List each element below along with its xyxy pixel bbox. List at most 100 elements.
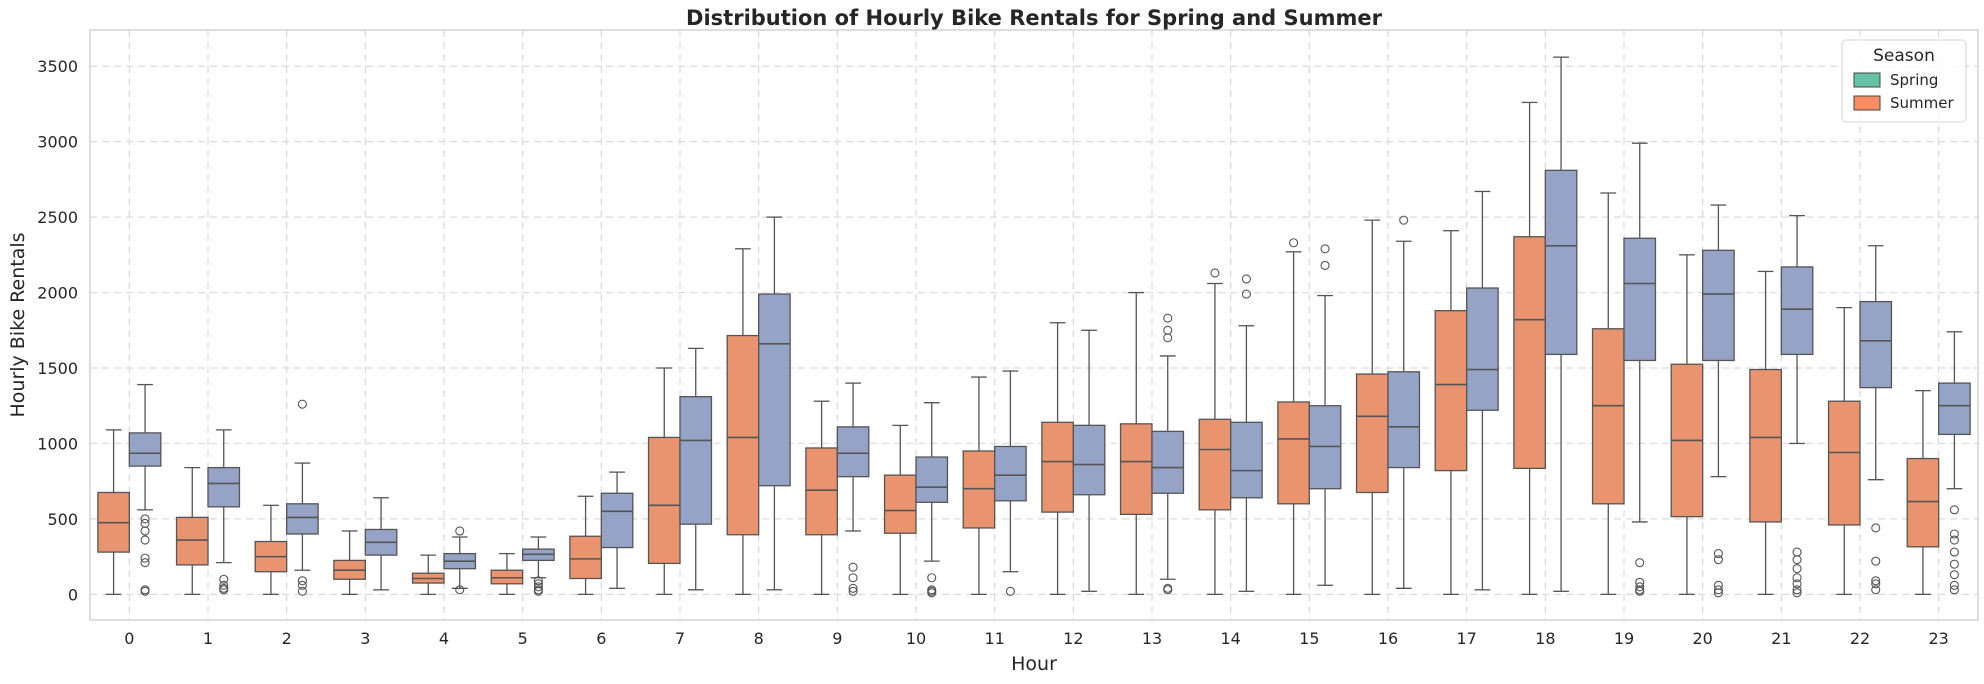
x-axis-label: Hour [1011, 653, 1057, 675]
box-a-hour-19 [1591, 192, 1625, 595]
box-a-hour-16 [1355, 219, 1389, 595]
outlier-point [1163, 313, 1173, 323]
x-tick-label: 8 [754, 629, 764, 648]
outlier-point [1949, 585, 1959, 595]
box-a-hour-1 [175, 466, 209, 595]
box-b-hour-19 [1623, 142, 1657, 596]
box-b-hour-17 [1466, 190, 1499, 591]
x-tick-label: 10 [906, 629, 926, 648]
box-a-hour-23 [1906, 389, 1940, 595]
iqr-box [647, 436, 681, 565]
outlier-point [533, 582, 543, 592]
y-tick-label: 2500 [37, 208, 78, 227]
x-tick-label: 19 [1614, 629, 1634, 648]
outlier-point [219, 580, 229, 590]
outlier-point [848, 586, 858, 596]
box-b-hour-18 [1544, 56, 1578, 592]
iqr-box [994, 445, 1027, 502]
box-b-hour-7 [679, 347, 713, 591]
outlier-point [455, 585, 465, 595]
outlier-point [533, 586, 543, 596]
box-a-hour-11 [962, 376, 996, 595]
box-b-hour-11 [994, 370, 1027, 596]
x-tick-label: 14 [1220, 629, 1240, 648]
iqr-box [805, 447, 838, 536]
x-tick-label: 9 [832, 629, 842, 648]
box-a-hour-21 [1749, 270, 1782, 595]
box-a-hour-8 [726, 248, 760, 595]
box-b-hour-14 [1230, 274, 1263, 592]
iqr-box [1434, 310, 1468, 472]
box-b-hour-3 [364, 497, 398, 591]
x-tick-label: 7 [675, 629, 685, 648]
outlier-point [1792, 585, 1802, 595]
box-a-hour-10 [883, 424, 917, 595]
x-tick-label: 16 [1378, 629, 1398, 648]
box-b-hour-21 [1780, 214, 1814, 598]
outlier-point [1635, 586, 1645, 596]
iqr-box [758, 293, 791, 487]
legend-label-spring: Spring [1890, 71, 1938, 89]
outlier-point [1210, 268, 1220, 278]
outlier-point [1713, 588, 1723, 598]
x-tick-label: 0 [124, 629, 134, 648]
iqr-box [915, 456, 949, 503]
outlier-point [1871, 576, 1881, 586]
outlier-point [1163, 585, 1173, 595]
x-tick-label: 11 [984, 629, 1004, 648]
box-b-hour-2 [286, 399, 319, 596]
outlier-point [1792, 573, 1802, 583]
outlier-point [1289, 238, 1299, 248]
box-b-hour-4 [443, 526, 477, 595]
iqr-box [883, 474, 917, 534]
y-tick-label: 1000 [37, 434, 78, 453]
iqr-box [1906, 457, 1940, 548]
box-a-hour-18 [1513, 101, 1546, 595]
outlier-point [297, 586, 307, 596]
outlier-point [1713, 555, 1723, 565]
outlier-point [1792, 564, 1802, 574]
x-tick-label: 15 [1299, 629, 1319, 648]
box-b-hour-9 [836, 382, 870, 596]
outlier-point [1792, 555, 1802, 565]
box-b-hour-22 [1859, 245, 1893, 595]
outlier-point [140, 535, 150, 545]
outlier-point [1635, 558, 1645, 568]
iqr-box [1151, 430, 1185, 494]
iqr-box [569, 535, 602, 580]
iqr-box [1387, 371, 1421, 469]
legend-label-summer: Summer [1890, 94, 1954, 112]
y-tick-label: 0 [68, 585, 78, 604]
iqr-box [679, 396, 713, 525]
box-b-hour-20 [1702, 204, 1735, 598]
iqr-box [726, 334, 760, 536]
outlier-point [1949, 580, 1959, 590]
outlier-point [1949, 535, 1959, 545]
outlier-point [848, 573, 858, 583]
box-a-hour-0 [97, 429, 130, 595]
outlier-point [1949, 505, 1959, 515]
iqr-box [1827, 400, 1861, 526]
outlier-point [1241, 274, 1251, 284]
iqr-box [1623, 237, 1657, 362]
iqr-box [1591, 328, 1625, 505]
outlier-point [297, 576, 307, 586]
iqr-box [1041, 421, 1074, 513]
outlier-point [1163, 333, 1173, 343]
x-tick-label: 20 [1692, 629, 1712, 648]
boxes-layer [97, 56, 1971, 598]
box-a-hour-2 [254, 504, 288, 595]
iqr-box [1513, 236, 1546, 470]
legend-swatch-spring [1853, 72, 1881, 88]
outlier-point [1871, 585, 1881, 595]
outlier-point [927, 573, 937, 583]
outlier-point [927, 588, 937, 598]
x-tick-label: 3 [360, 629, 370, 648]
iqr-box [836, 426, 870, 478]
outlier-point [219, 574, 229, 584]
legend: Season Spring Summer [1841, 39, 1967, 123]
x-tick-label: 18 [1535, 629, 1555, 648]
outlier-point [1871, 523, 1881, 533]
